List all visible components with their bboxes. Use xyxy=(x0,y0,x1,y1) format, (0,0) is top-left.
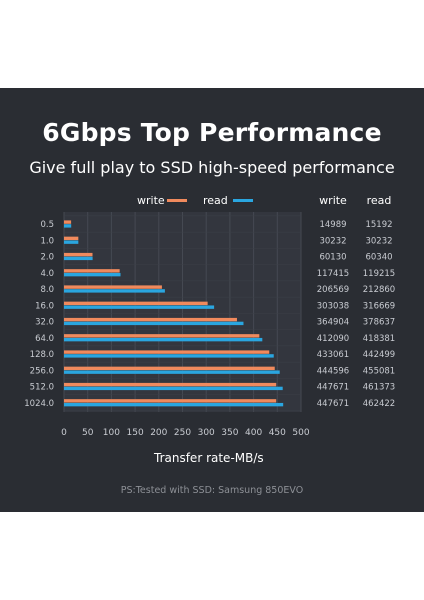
x-tick-label: 200 xyxy=(150,428,167,438)
bar-read xyxy=(64,256,93,261)
table-value-read: 461373 xyxy=(363,383,395,393)
x-tick-label: 0 xyxy=(61,428,67,438)
table-value-write: 433061 xyxy=(317,350,349,360)
table-header-read: read xyxy=(367,194,392,207)
bar-write xyxy=(64,301,208,306)
table-value-write: 303038 xyxy=(317,301,349,311)
legend-swatch-write xyxy=(167,199,187,202)
table-value-write: 364904 xyxy=(317,318,349,328)
table-header-write: write xyxy=(319,194,347,207)
y-tick-label: 8.0 xyxy=(40,285,54,295)
bar-read xyxy=(64,272,121,277)
table-value-write: 447671 xyxy=(317,383,349,393)
bar-write xyxy=(64,285,162,289)
y-tick-label: 1.0 xyxy=(40,236,54,246)
y-tick-label: 512.0 xyxy=(30,383,54,393)
y-tick-label: 128.0 xyxy=(30,350,54,360)
legend-label-write: write xyxy=(137,194,165,207)
bar-read xyxy=(64,289,165,293)
table-value-read: 442499 xyxy=(363,350,395,360)
bar-read xyxy=(64,337,263,342)
bar-read xyxy=(64,321,244,326)
x-tick-label: 250 xyxy=(174,428,191,438)
x-axis-label: Transfer rate-MB/s xyxy=(154,451,264,465)
page-subtitle: Give full play to SSD high-speed perform… xyxy=(29,158,395,177)
bar-write xyxy=(64,399,277,403)
y-tick-label: 1024.0 xyxy=(24,399,54,409)
bar-write xyxy=(64,252,93,257)
table-value-write: 444596 xyxy=(317,366,349,376)
y-tick-label: 16.0 xyxy=(35,301,54,311)
x-tick-label: 150 xyxy=(127,428,144,438)
page-title: 6Gbps Top Performance xyxy=(42,118,382,147)
table-value-read: 60340 xyxy=(365,253,392,263)
table-value-read: 212860 xyxy=(363,285,395,295)
y-tick-label: 0.5 xyxy=(40,220,54,230)
table-value-read: 418381 xyxy=(363,334,395,344)
bar-read xyxy=(64,370,280,374)
bar-read xyxy=(64,240,79,244)
table-value-read: 15192 xyxy=(365,220,392,230)
table-value-write: 60130 xyxy=(319,253,346,263)
x-tick-label: 50 xyxy=(82,428,94,438)
table-value-write: 206569 xyxy=(317,285,349,295)
table-value-read: 378637 xyxy=(363,318,395,328)
bar-write xyxy=(64,382,277,387)
table-value-read: 455081 xyxy=(363,366,395,376)
test-note: PS:Tested with SSD: Samsung 850EVO xyxy=(120,485,304,496)
y-tick-label: 2.0 xyxy=(40,253,54,263)
legend-label-read: read xyxy=(203,194,228,207)
y-tick-label: 256.0 xyxy=(30,366,54,376)
bar-read xyxy=(64,305,215,309)
table-value-read: 462422 xyxy=(363,399,395,409)
bar-write xyxy=(64,269,120,273)
y-tick-label: 4.0 xyxy=(40,269,54,279)
legend-swatch-read xyxy=(233,199,253,202)
table-value-write: 14989 xyxy=(319,220,346,230)
table-value-write: 447671 xyxy=(317,399,349,409)
table-value-read: 119215 xyxy=(363,269,395,279)
bar-write xyxy=(64,350,270,354)
x-tick-label: 400 xyxy=(245,428,262,438)
bar-write xyxy=(64,220,72,224)
bar-read xyxy=(64,354,274,358)
table-value-write: 30232 xyxy=(319,236,346,246)
bar-write xyxy=(64,366,275,371)
bar-write xyxy=(64,317,237,322)
x-tick-label: 100 xyxy=(103,428,120,438)
table-value-read: 30232 xyxy=(365,236,392,246)
x-tick-label: 450 xyxy=(269,428,286,438)
y-tick-label: 32.0 xyxy=(35,318,54,328)
y-tick-label: 64.0 xyxy=(35,334,54,344)
bar-read xyxy=(64,224,72,228)
bar-write xyxy=(64,334,260,338)
bar-write xyxy=(64,236,79,241)
bar-read xyxy=(64,386,283,391)
x-tick-label: 500 xyxy=(292,428,309,438)
table-value-write: 412090 xyxy=(317,334,349,344)
x-tick-label: 300 xyxy=(198,428,215,438)
table-value-read: 316669 xyxy=(363,301,395,311)
table-value-write: 117415 xyxy=(317,269,349,279)
bar-read xyxy=(64,402,284,407)
x-tick-label: 350 xyxy=(221,428,238,438)
